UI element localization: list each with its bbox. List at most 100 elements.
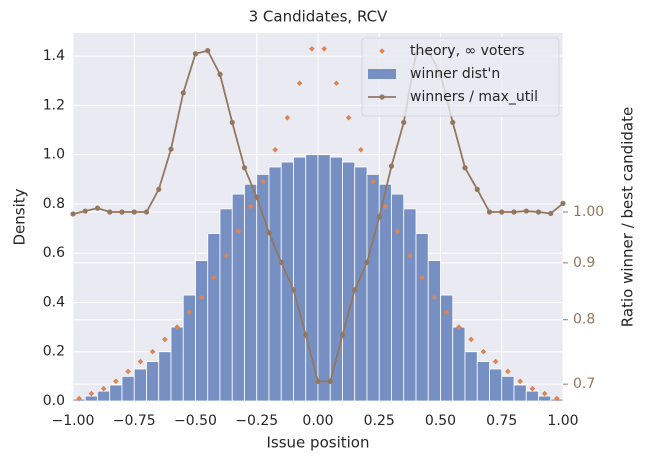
y2-tick-label: 0.8	[573, 312, 595, 328]
histogram-bar	[146, 361, 160, 402]
ratio-point	[168, 146, 174, 152]
x-tick-label: 0.50	[425, 413, 456, 429]
histogram-bar	[415, 233, 429, 402]
histogram-bar	[207, 233, 221, 402]
histogram-bar	[256, 173, 270, 402]
y-tick-label: 0.2	[43, 344, 65, 360]
theory-point	[492, 358, 499, 365]
ratio-point	[511, 209, 517, 215]
histogram-bar	[268, 166, 282, 402]
histogram-bar	[293, 156, 307, 402]
theory-point	[345, 114, 352, 121]
ratio-point	[474, 186, 480, 192]
theory-point	[211, 275, 217, 281]
theory-point	[468, 336, 474, 343]
legend-label: theory, ∞ voters	[410, 43, 525, 59]
histogram-bar	[464, 351, 478, 402]
ratio-point	[401, 119, 407, 126]
ratio-point	[131, 209, 137, 215]
y2-tick-label: 0.7	[573, 376, 595, 392]
y2-axis-label: Ratio winner / best candidate	[619, 107, 637, 327]
y-tick-label: 1.4	[43, 48, 65, 64]
ratio-point	[499, 209, 505, 215]
ratio-point	[70, 211, 76, 217]
ratio-point	[278, 259, 284, 265]
x-tick-label: −0.25	[235, 413, 278, 429]
ratio-point	[156, 186, 162, 192]
theory-point	[517, 378, 523, 385]
histogram-bar	[280, 161, 294, 402]
ratio-point	[523, 208, 529, 214]
theory-point	[370, 178, 376, 185]
theory-point	[113, 378, 119, 385]
histogram-bar	[317, 154, 331, 402]
ratio-point	[119, 209, 125, 215]
legend-label: winners / max_util	[410, 89, 538, 105]
theory-point	[100, 385, 107, 392]
ratio-point	[486, 209, 493, 215]
theory-point	[358, 146, 364, 153]
ratio-point	[143, 209, 150, 215]
ratio-point	[254, 194, 260, 200]
ratio-point	[388, 163, 395, 169]
legend-marker	[379, 94, 385, 100]
ratio-point	[376, 214, 382, 220]
x-tick-label: 0.75	[486, 413, 517, 429]
theory-point	[321, 45, 327, 52]
ratio-point	[94, 205, 101, 211]
histogram-bar	[195, 260, 209, 402]
theory-point	[284, 114, 291, 121]
ratio-point	[217, 71, 223, 77]
legend-marker	[368, 69, 396, 79]
theory-point	[554, 395, 560, 402]
histogram-bar	[97, 390, 111, 402]
theory-point	[480, 348, 487, 355]
histogram-bar	[391, 193, 405, 402]
theory-point	[456, 324, 462, 330]
y-tick-label: 0.6	[43, 245, 65, 261]
ratio-point	[205, 48, 211, 54]
ratio-point	[327, 378, 333, 385]
ratio-point	[229, 119, 235, 126]
ratio-point	[462, 165, 468, 171]
theory-point	[419, 275, 425, 281]
ratio-point	[192, 51, 199, 57]
y-tick-label: 0.4	[43, 294, 65, 310]
theory-point	[247, 203, 254, 210]
histogram-bar	[244, 183, 258, 402]
theory-point	[88, 390, 95, 397]
histogram-bar	[501, 375, 515, 402]
y-tick-label: 1.2	[43, 97, 65, 113]
labels: −1.00 −0.75 −0.50 −0.25 0.00 0.25 0.50 0.75 1.00…	[43, 48, 604, 429]
theory-point	[235, 228, 242, 234]
x-tick-label: −0.50	[174, 413, 217, 429]
y-tick-label: 0.8	[43, 196, 65, 212]
marks	[70, 45, 566, 402]
ratio-point	[180, 90, 186, 96]
theory-point	[125, 368, 131, 375]
theory-point	[272, 146, 278, 153]
theory-point	[186, 309, 193, 316]
histogram-bar	[231, 193, 245, 402]
legend-box	[361, 37, 560, 117]
ratio-point	[535, 209, 542, 215]
theory-point	[407, 252, 413, 259]
theory-point	[431, 294, 438, 301]
histogram-bar	[84, 395, 98, 402]
y2-tick-label: 1.00	[573, 204, 604, 220]
theory-point	[198, 294, 205, 301]
histogram-bar	[538, 395, 552, 402]
histogram-bar	[133, 368, 147, 402]
ratio-point	[266, 230, 272, 236]
ratio-point	[352, 287, 358, 293]
y-tick-label: 0.0	[43, 393, 65, 409]
ratio-point	[339, 332, 346, 338]
theory-point	[541, 390, 548, 397]
histogram-bar	[427, 260, 441, 402]
theory-point	[505, 368, 511, 375]
theory-point	[529, 385, 536, 392]
chart-title: 3 Candidates, RCV	[249, 8, 388, 26]
histogram-bar	[476, 361, 490, 402]
